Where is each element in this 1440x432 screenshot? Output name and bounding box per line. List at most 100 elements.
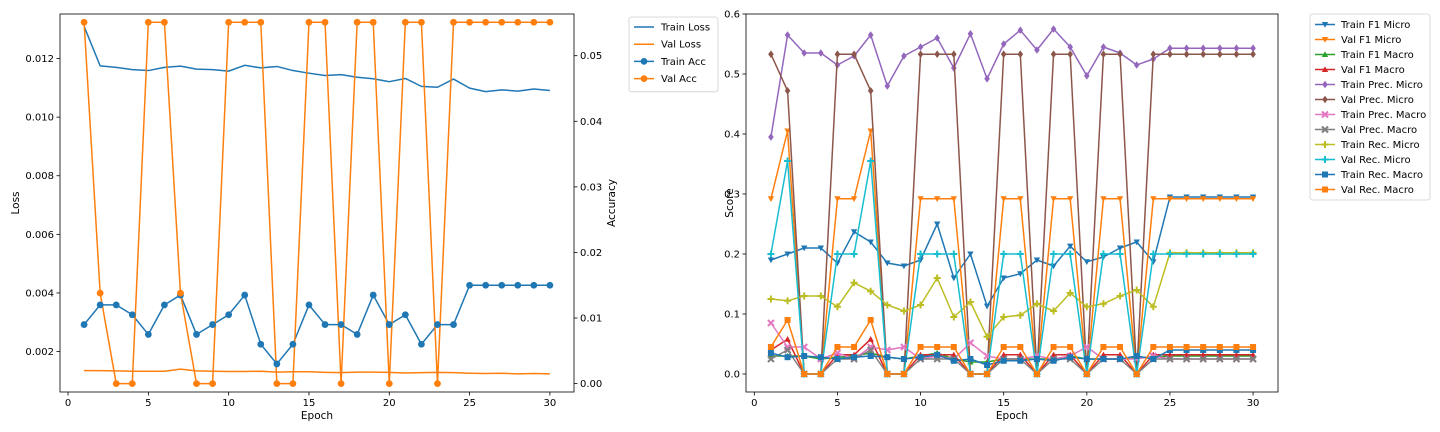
- val-prec-micro-point: [1100, 50, 1107, 58]
- right-x-axis-label: Epoch: [996, 410, 1028, 422]
- val-rec-macro-point: [1017, 344, 1024, 350]
- val-f1-micro-point: [1066, 196, 1074, 202]
- accuracy-y-tick-label: 0.01: [580, 314, 602, 325]
- train-f1-micro-point: [917, 257, 924, 264]
- train-rec-micro-point: [767, 295, 775, 303]
- train-rec-micro-point: [1083, 303, 1091, 311]
- val-acc-point: [353, 18, 361, 26]
- left-legend-box: [628, 16, 719, 93]
- train-rec-micro-point: [1033, 300, 1041, 308]
- train-f1-micro-point: [983, 303, 991, 310]
- val-prec-micro-point: [1117, 50, 1123, 58]
- legend-label-train-f1-micro: Train F1 Micro: [1340, 20, 1410, 31]
- val-acc-point: [401, 18, 409, 26]
- train-acc-point: [498, 281, 506, 289]
- val-rec-micro-point: [1050, 250, 1058, 258]
- train-acc-point: [530, 281, 538, 289]
- val-prec-micro-point: [851, 50, 857, 58]
- train-f1-micro-point: [817, 245, 825, 252]
- train-rec-macro-point: [784, 354, 791, 361]
- val-f1-macro-point: [1000, 351, 1007, 358]
- val-rec-micro-point: [933, 250, 941, 258]
- val-f1-macro-point: [1249, 351, 1257, 358]
- val-prec-macro-point: [783, 346, 792, 354]
- train-rec-macro-point: [767, 350, 774, 356]
- train-rec-micro-point: [1099, 300, 1107, 308]
- train-rec-micro-point: [817, 292, 825, 300]
- accuracy-y-tick-label: 0.00: [580, 379, 602, 390]
- val-prec-macro-point: [1216, 355, 1224, 363]
- val-prec-micro-point: [768, 50, 774, 58]
- legend-label-train-rec-macro: Train Rec. Macro: [1340, 170, 1423, 181]
- legend-marker-train-prec-micro: [1322, 80, 1328, 89]
- accuracy-y-tick-label: 0.03: [580, 182, 602, 193]
- train-rec-macro-point: [917, 354, 924, 361]
- train-rec-micro-point: [1016, 311, 1024, 319]
- val-rec-micro-point: [833, 250, 841, 258]
- train-prec-micro-point: [801, 49, 807, 57]
- val-rec-macro-point: [867, 317, 874, 323]
- train-prec-micro-point: [1233, 44, 1240, 52]
- train-loss-line: [83, 26, 550, 93]
- train-prec-micro-point: [1217, 44, 1223, 52]
- train-rec-macro-point: [967, 356, 974, 362]
- train-acc-point: [112, 301, 120, 309]
- train-f1-micro-point: [867, 239, 874, 246]
- val-acc-point: [369, 18, 377, 26]
- val-rec-macro-point: [984, 371, 991, 377]
- train-f1-micro-point: [933, 221, 941, 228]
- val-acc-point: [193, 380, 200, 388]
- left-x-tick-label: 5: [145, 398, 151, 409]
- train-rec-macro-point: [934, 351, 941, 358]
- val-f1-macro-point: [1100, 351, 1107, 358]
- right-x-tick-label: 30: [1247, 398, 1260, 409]
- val-f1-macro-point: [1183, 351, 1190, 358]
- train-prec-macro-point: [900, 343, 908, 351]
- val-prec-macro-point: [767, 355, 775, 363]
- legend-label-train-rec-micro: Train Rec. Micro: [1340, 140, 1420, 151]
- train-rec-micro-point: [950, 313, 958, 321]
- train-f1-micro-point: [850, 229, 858, 235]
- right-x-tick-label: 20: [1080, 398, 1093, 409]
- val-rec-macro-point: [1250, 344, 1257, 350]
- val-f1-micro-point: [834, 196, 841, 202]
- val-f1-macro-point: [1050, 351, 1057, 358]
- val-acc-point: [466, 18, 473, 26]
- val-rec-macro-point: [801, 371, 808, 377]
- train-rec-micro-point: [1066, 289, 1074, 297]
- legend-label-val-f1-micro: Val F1 Micro: [1341, 35, 1401, 46]
- legend-marker-val-rec-micro: [1321, 156, 1329, 163]
- val-prec-micro-point: [784, 87, 791, 95]
- val-rec-micro-point: [1099, 250, 1107, 258]
- val-acc-point: [80, 18, 88, 26]
- val-prec-micro-point: [934, 50, 940, 58]
- val-prec-macro-point: [866, 346, 875, 354]
- train-prec-micro-point: [1200, 44, 1206, 52]
- train-rec-macro-point: [1017, 357, 1024, 364]
- val-prec-micro-point: [1233, 50, 1240, 58]
- left-x-tick-label: 30: [544, 398, 557, 409]
- val-acc-point: [450, 18, 457, 26]
- val-acc-point: [241, 18, 249, 26]
- train-prec-micro-point: [784, 31, 791, 39]
- val-acc-point: [530, 18, 538, 26]
- val-rec-micro-point: [917, 250, 925, 258]
- train-rec-micro-point: [1149, 303, 1157, 311]
- train-prec-micro-point: [1133, 61, 1140, 69]
- train-rec-macro-point: [1100, 356, 1107, 362]
- val-loss-line: [84, 368, 550, 375]
- val-acc-point: [257, 18, 265, 26]
- train-acc-point: [225, 311, 233, 319]
- val-rec-macro-point: [950, 344, 957, 350]
- right-plot-frame: [745, 13, 1279, 393]
- train-acc-point: [209, 321, 216, 328]
- val-f1-macro-point: [1017, 351, 1024, 358]
- val-rec-micro-point: [784, 157, 792, 165]
- val-prec-micro-point: [1200, 50, 1206, 58]
- legend-label-train-f1-macro: Train F1 Macro: [1340, 50, 1414, 61]
- val-rec-macro-point: [1150, 344, 1157, 350]
- train-acc-point: [337, 321, 345, 328]
- train-rec-macro-point: [950, 357, 957, 364]
- val-acc-point: [273, 380, 281, 388]
